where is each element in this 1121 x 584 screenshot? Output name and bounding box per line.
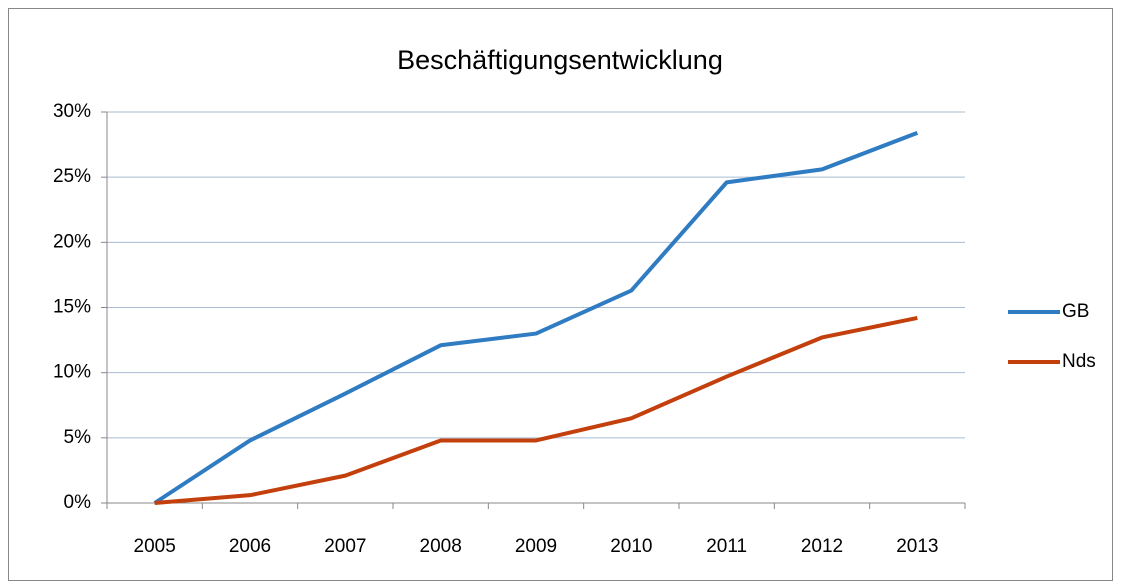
x-tick-label: 2008	[420, 536, 462, 557]
chart-title: Beschäftigungsentwicklung	[397, 45, 723, 75]
x-tick-label: 2006	[229, 536, 271, 557]
y-tick-label: 25%	[53, 166, 91, 187]
y-tick-label: 0%	[64, 492, 92, 513]
series-line	[153, 130, 919, 505]
x-tick-label: 2005	[134, 536, 176, 557]
x-tick-label: 2013	[896, 536, 938, 557]
chart-border	[8, 8, 1113, 581]
y-tick-label: 10%	[53, 362, 91, 383]
x-tick-label: 2012	[801, 536, 843, 557]
x-tick-label: 2007	[324, 536, 366, 557]
x-tick-label: 2011	[706, 536, 747, 557]
y-tick-label: 15%	[53, 297, 91, 318]
x-tick-label: 2009	[515, 536, 557, 557]
series-line	[154, 315, 918, 505]
y-tick-label: 30%	[53, 101, 91, 122]
y-tick-label: 5%	[64, 427, 92, 448]
x-tick-label: 2010	[610, 536, 652, 557]
legend-label: Nds	[1062, 351, 1096, 372]
y-tick-label: 20%	[53, 231, 91, 252]
legend-label: GB	[1062, 301, 1089, 322]
